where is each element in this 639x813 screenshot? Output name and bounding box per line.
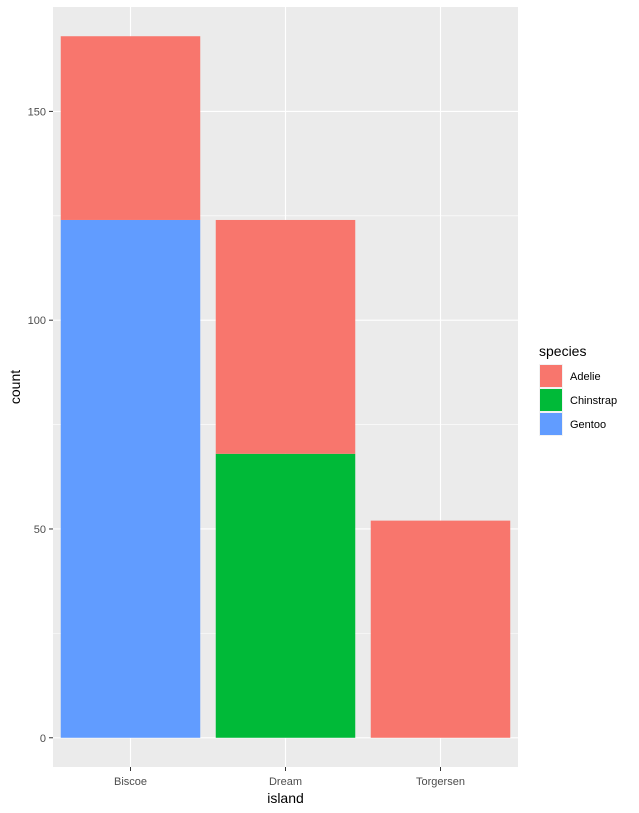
y-axis-title: count <box>7 370 23 404</box>
y-tick-label: 0 <box>40 733 46 745</box>
legend-key-gentoo <box>540 413 562 435</box>
x-tick-label: Torgersen <box>416 776 465 788</box>
y-axis: 0 50 100 150 <box>28 106 53 745</box>
x-axis: Biscoe Dream Torgersen <box>114 767 465 788</box>
bar-dream-adelie <box>215 219 356 454</box>
bar-biscoe-gentoo <box>60 219 201 738</box>
y-tick-label: 50 <box>34 524 46 536</box>
legend-title: species <box>539 343 586 359</box>
y-tick-label: 100 <box>28 315 46 327</box>
bar-dream-chinstrap <box>215 453 356 738</box>
legend-label-gentoo: Gentoo <box>570 419 606 431</box>
bar-torgersen-adelie <box>370 520 511 738</box>
y-tick-label: 150 <box>28 106 46 118</box>
legend-label-adelie: Adelie <box>570 371 601 383</box>
bar-biscoe-adelie <box>60 36 201 220</box>
bars <box>60 36 511 738</box>
legend-key-adelie <box>540 365 562 387</box>
x-axis-title: island <box>267 790 304 806</box>
legend: species Adelie Chinstrap Gentoo <box>539 343 617 436</box>
legend-label-chinstrap: Chinstrap <box>570 395 617 407</box>
x-tick-label: Biscoe <box>114 776 147 788</box>
legend-key-chinstrap <box>540 389 562 411</box>
x-tick-label: Dream <box>269 776 302 788</box>
